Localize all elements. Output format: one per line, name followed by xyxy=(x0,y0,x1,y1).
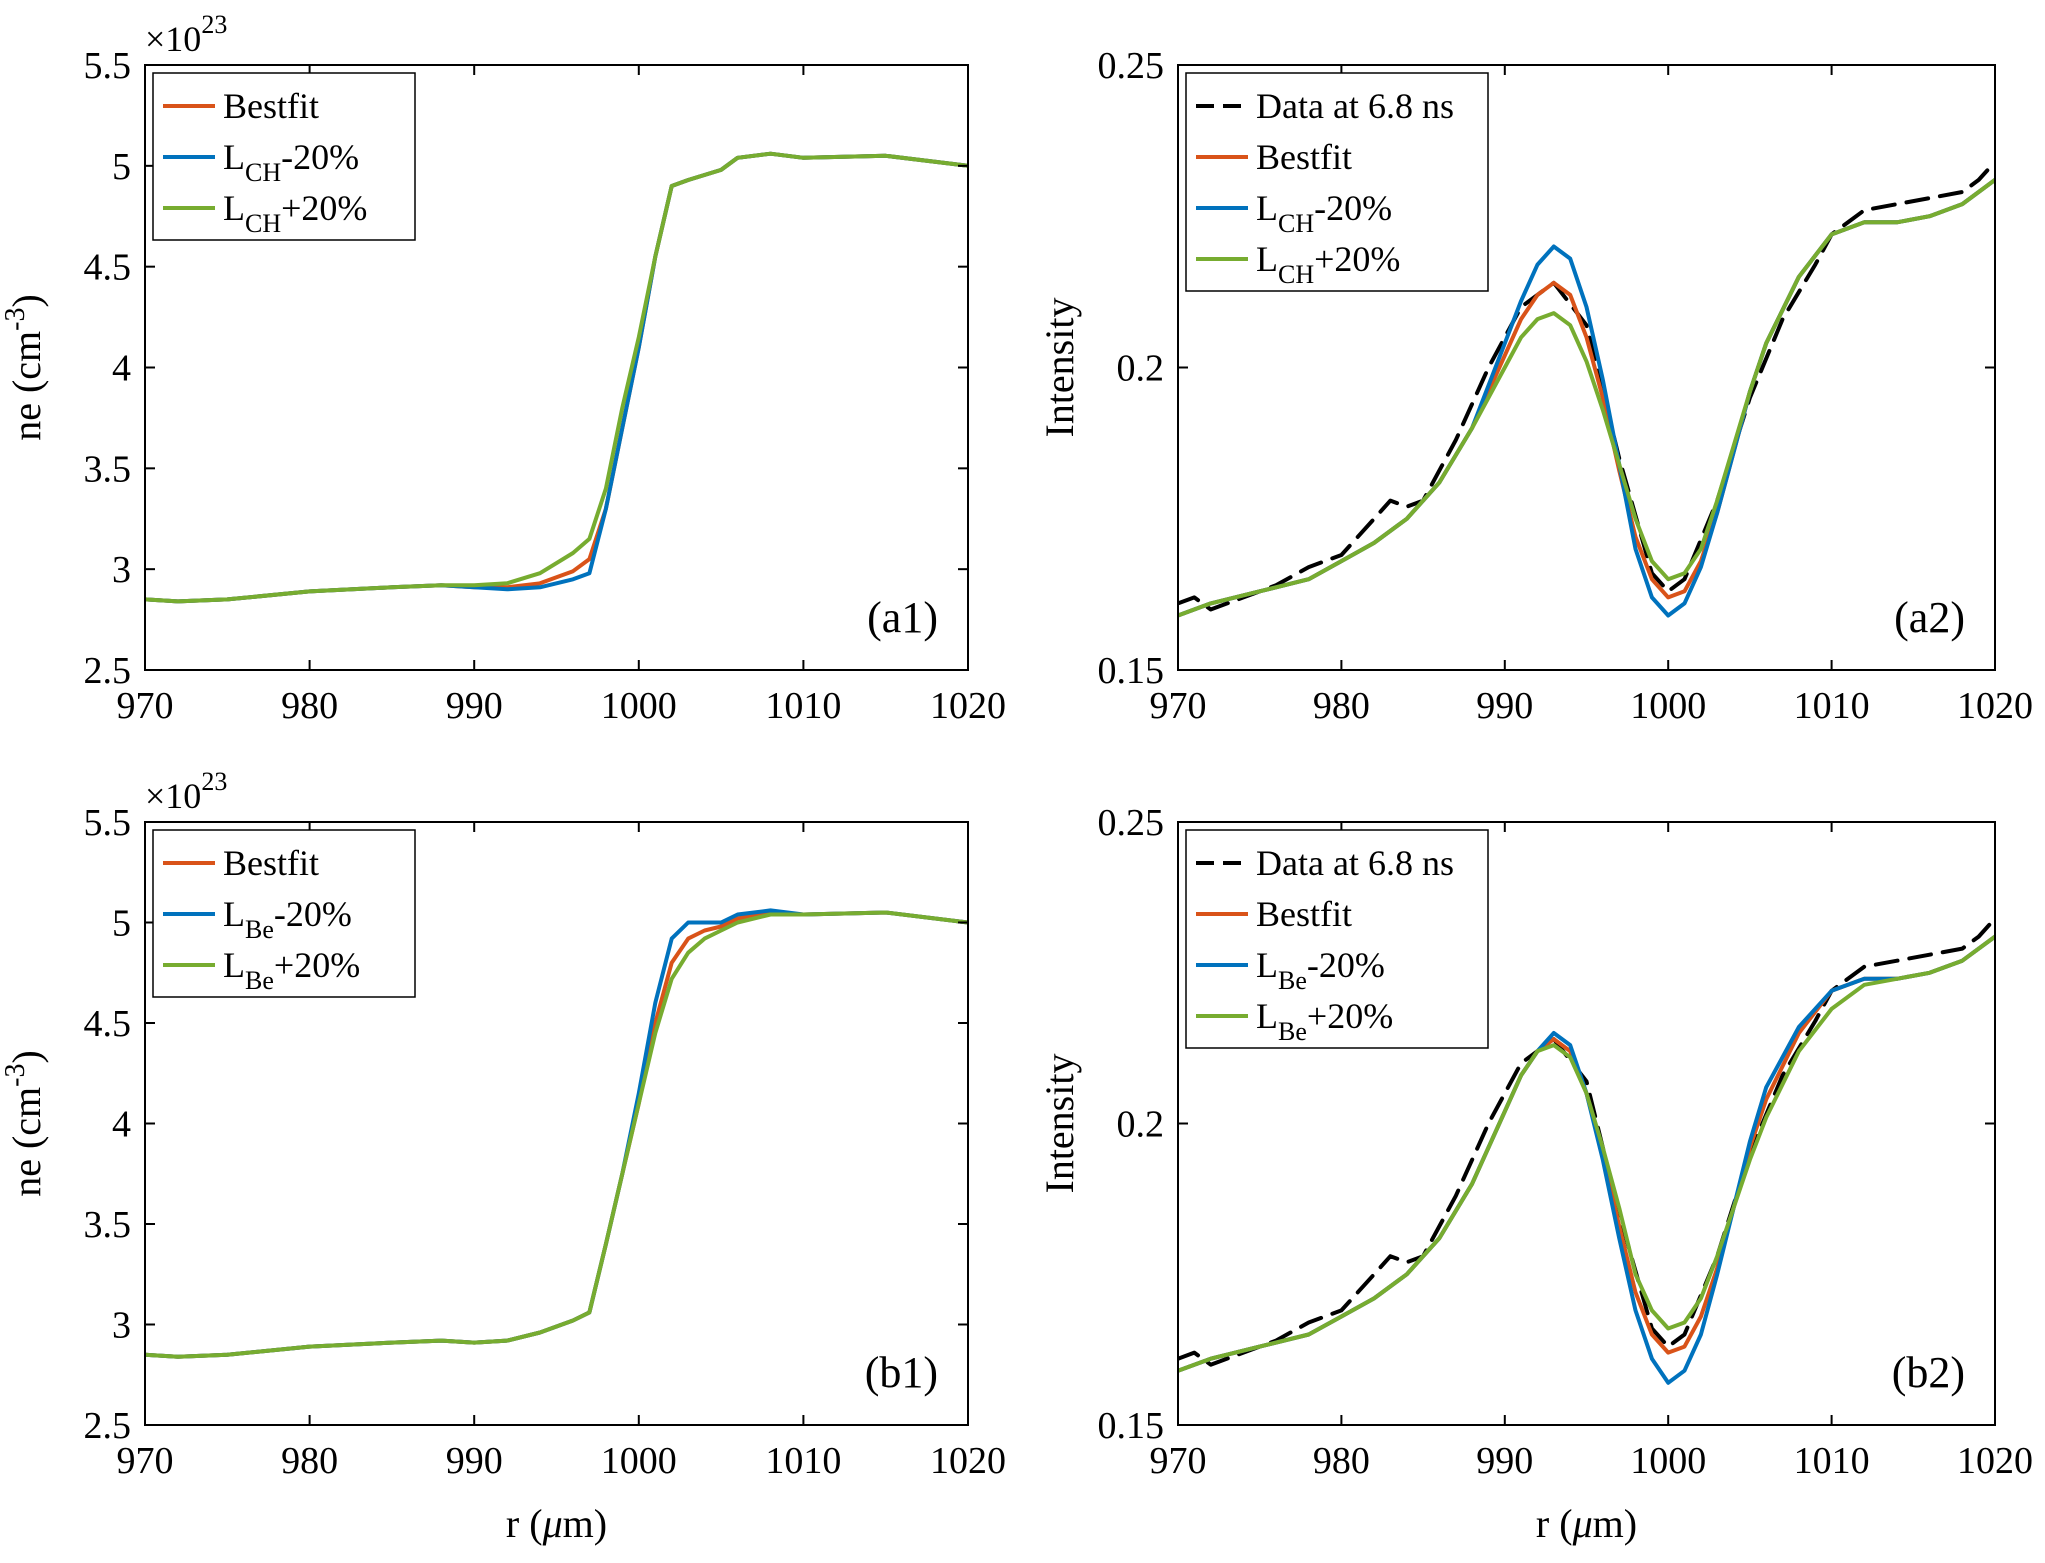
panel-a2: 970 980 990 1000 1010 1020 0.15 0.2 0.25 Intensit… xyxy=(1037,45,2033,727)
legend-box xyxy=(1185,829,1489,1049)
x-tick-label: 1000 xyxy=(601,1440,677,1482)
panel-a1: 970 980 990 1000 1010 1020 2.5 3 3.5 4 4.5 5 5.5 ×102… xyxy=(0,10,1006,727)
y-tick-label: 4.5 xyxy=(84,247,132,289)
panel-label: (a1) xyxy=(867,593,938,642)
x-tick-label: 1010 xyxy=(765,1440,841,1482)
x-tick-label: 990 xyxy=(1476,685,1533,727)
x-tick-label: 970 xyxy=(1150,685,1207,727)
x-tick-label: 1010 xyxy=(765,685,841,727)
legend-entry: LBe+20% xyxy=(1256,996,1393,1046)
legend-entry: LCH+20% xyxy=(223,188,367,238)
legend-entry: Bestfit xyxy=(223,843,319,883)
y-tick-label: 0.2 xyxy=(1117,348,1165,390)
y-tick-label: 4.5 xyxy=(84,1003,132,1045)
y-tick-label: 0.25 xyxy=(1098,45,1165,87)
panel-b1: 970 980 990 1000 1010 1020 2.5 3 3.5 4 4.5 5 5.5 ×102… xyxy=(0,767,1006,1546)
series-line-3 xyxy=(1178,177,1995,618)
y-tick-label: 5 xyxy=(112,903,131,945)
x-tick-label: 990 xyxy=(1476,1440,1533,1482)
legend-entry: LCH-20% xyxy=(1256,188,1392,238)
x-tick-label: 980 xyxy=(281,1440,338,1482)
y-tick-label: 3.5 xyxy=(84,1204,132,1246)
y-tick-label: 2.5 xyxy=(84,1405,132,1447)
panel-label: (a2) xyxy=(1894,593,1965,642)
x-axis-label: r (μm) xyxy=(1536,1501,1637,1546)
series-line-2 xyxy=(145,151,968,604)
x-tick-label: 970 xyxy=(117,685,174,727)
x-tick-label: 970 xyxy=(117,1440,174,1482)
series-group xyxy=(145,908,968,1359)
y-tick-label: 0.15 xyxy=(1098,650,1165,692)
x-tick-label: 1020 xyxy=(930,685,1006,727)
x-axis-label: r (μm) xyxy=(506,1501,607,1546)
y-tick-label: 5.5 xyxy=(84,45,132,87)
x-tick-label: 1020 xyxy=(1957,1440,2033,1482)
legend-entry: Data at 6.8 ns xyxy=(1256,86,1454,126)
legend: Bestfit LBe-20%LBe+20% xyxy=(152,829,416,998)
legend: Data at 6.8 ns Bestfit LBe-20%LBe+20% xyxy=(1185,829,1489,1049)
y-tick-label: 3.5 xyxy=(84,448,132,490)
legend-entry: LBe-20% xyxy=(223,894,352,944)
y-tick-label: 4 xyxy=(112,348,131,390)
legend-entry: Bestfit xyxy=(1256,137,1352,177)
legend-entry: Bestfit xyxy=(1256,894,1352,934)
y-axis-label: Intensity xyxy=(1037,1054,1082,1194)
series-line-0 xyxy=(1178,159,1995,612)
legend-entry: LCH+20% xyxy=(1256,239,1400,289)
y-tick-label: 4 xyxy=(112,1104,131,1146)
y-exponent: ×1023 xyxy=(145,10,227,59)
legend: Bestfit LCH-20%LCH+20% xyxy=(152,72,416,241)
series-line-0 xyxy=(1178,916,1995,1367)
series-group xyxy=(1178,916,1995,1385)
x-tick-label: 1010 xyxy=(1794,1440,1870,1482)
legend-entry: LBe-20% xyxy=(1256,945,1385,995)
series-group xyxy=(1178,159,1995,618)
series-line-2 xyxy=(145,910,968,1359)
y-tick-label: 0.15 xyxy=(1098,1405,1165,1447)
y-tick-label: 0.2 xyxy=(1117,1104,1165,1146)
x-tick-label: 1000 xyxy=(601,685,677,727)
legend-entry: LCH-20% xyxy=(223,137,359,187)
x-tick-label: 1000 xyxy=(1630,685,1706,727)
series-group xyxy=(145,151,968,604)
y-axis-label: ne (cm-3) xyxy=(0,294,49,441)
panel-b2: 970 980 990 1000 1010 1020 0.15 0.2 0.25 Intensit… xyxy=(1037,802,2033,1546)
x-tick-label: 970 xyxy=(1150,1440,1207,1482)
legend-entry: Bestfit xyxy=(223,86,319,126)
legend-box xyxy=(1185,72,1489,292)
y-tick-label: 0.25 xyxy=(1098,802,1165,844)
series-line-3 xyxy=(1178,934,1995,1373)
y-axis-label: ne (cm-3) xyxy=(0,1050,49,1197)
y-tick-label: 5.5 xyxy=(84,802,132,844)
x-tick-label: 980 xyxy=(1313,685,1370,727)
x-tick-label: 980 xyxy=(1313,1440,1370,1482)
x-tick-label: 1010 xyxy=(1794,685,1870,727)
legend-entry: LBe+20% xyxy=(223,945,360,995)
legend-entry: Data at 6.8 ns xyxy=(1256,843,1454,883)
y-tick-label: 3 xyxy=(112,1305,131,1347)
panel-label: (b2) xyxy=(1892,1348,1965,1397)
x-tick-label: 990 xyxy=(446,1440,503,1482)
y-axis-label: Intensity xyxy=(1037,298,1082,438)
x-tick-label: 1020 xyxy=(1957,685,2033,727)
x-tick-label: 1020 xyxy=(930,1440,1006,1482)
legend: Data at 6.8 ns Bestfit LCH-20%LCH+20% xyxy=(1185,72,1489,292)
x-tick-label: 980 xyxy=(281,685,338,727)
x-tick-label: 990 xyxy=(446,685,503,727)
panel-label: (b1) xyxy=(865,1348,938,1397)
y-tick-label: 3 xyxy=(112,549,131,591)
y-tick-label: 2.5 xyxy=(84,650,132,692)
x-tick-label: 1000 xyxy=(1630,1440,1706,1482)
y-tick-label: 5 xyxy=(112,146,131,188)
y-exponent: ×1023 xyxy=(145,767,227,816)
